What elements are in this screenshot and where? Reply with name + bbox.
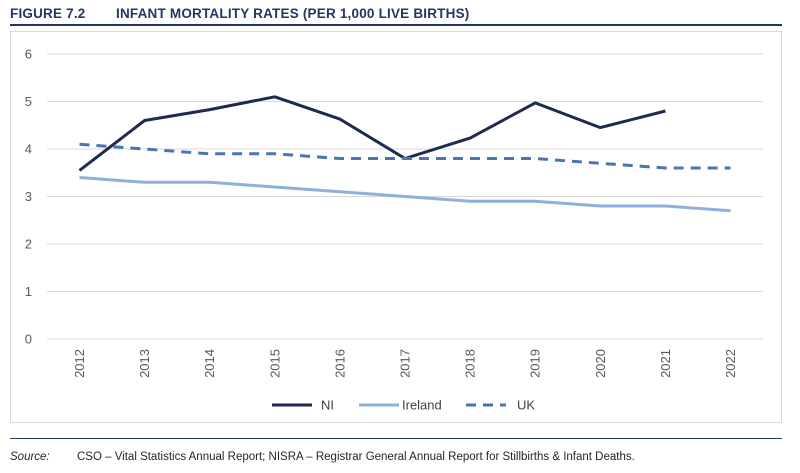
source-text: CSO – Vital Statistics Annual Report; NI… — [77, 451, 635, 463]
x-tick-label-2017: 2017 — [398, 349, 413, 378]
x-tick-label-2016: 2016 — [332, 349, 347, 378]
y-tick-label-1: 1 — [25, 284, 32, 299]
y-tick-label-4: 4 — [25, 142, 32, 157]
figure-header: FIGURE 7.2 INFANT MORTALITY RATES (PER 1… — [10, 4, 780, 24]
x-tick-label-2014: 2014 — [202, 349, 217, 378]
series-line-ireland — [79, 176, 731, 213]
figure-number: FIGURE 7.2 — [10, 6, 86, 21]
x-tick-label-2021: 2021 — [658, 349, 673, 378]
legend-label-ireland: Ireland — [402, 398, 442, 413]
y-tick-label-2: 2 — [25, 237, 32, 252]
y-tick-label-0: 0 — [25, 332, 32, 347]
x-tick-label-2012: 2012 — [72, 349, 87, 378]
figure-title: INFANT MORTALITY RATES (PER 1,000 LIVE B… — [116, 6, 470, 21]
x-tick-label-2022: 2022 — [723, 349, 738, 378]
y-tick-label-3: 3 — [25, 189, 32, 204]
x-tick-label-2013: 2013 — [137, 349, 152, 378]
x-tick-label-2018: 2018 — [463, 349, 478, 378]
y-tick-label-6: 6 — [25, 47, 32, 62]
footer-rule — [10, 438, 782, 439]
series-line-ni — [78, 95, 666, 172]
x-tick-label-2015: 2015 — [267, 349, 282, 378]
x-tick-label-2019: 2019 — [528, 349, 543, 378]
legend-label-ni: NI — [321, 398, 334, 413]
series-line-uk — [79, 142, 731, 170]
x-tick-label-2020: 2020 — [593, 349, 608, 378]
chart-frame — [10, 31, 782, 423]
source-label: Source: — [10, 451, 50, 463]
legend-label-uk: UK — [517, 398, 535, 413]
line-chart: 0 1 2 3 4 5 6 2012 2013 2014 2015 2016 2017 2018 2019 2… — [25, 47, 763, 413]
y-tick-label-5: 5 — [25, 94, 32, 109]
header-rule — [10, 24, 782, 26]
